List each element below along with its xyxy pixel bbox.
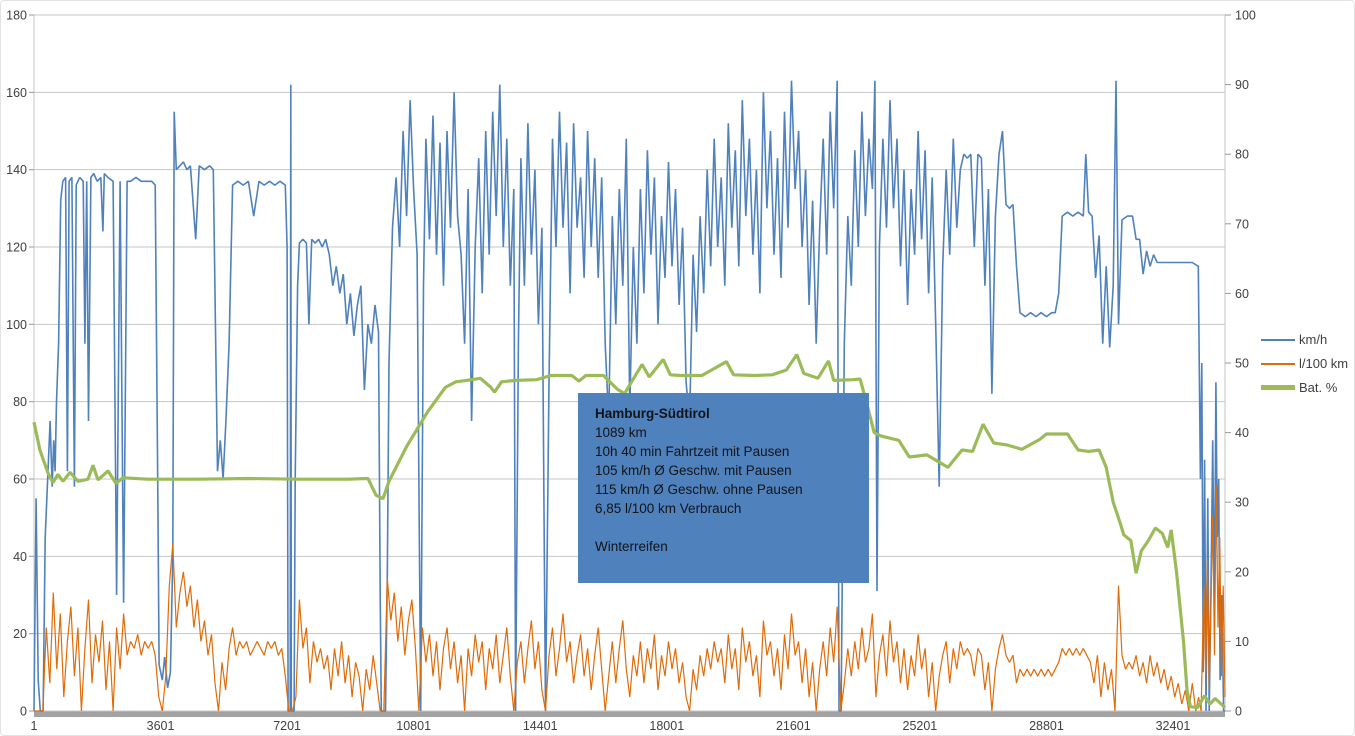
x-axis-tick-label: 21601 bbox=[776, 719, 811, 733]
y-left-tick-label: 100 bbox=[6, 318, 27, 332]
trip-summary-blank-line bbox=[595, 518, 861, 537]
legend-swatch-l-per-100km-line-icon bbox=[1261, 362, 1295, 365]
legend-swatch-kmh-line-icon bbox=[1261, 338, 1295, 341]
trip-summary-avg-speed-without-pauses: 115 km/h Ø Geschw. ohne Pausen bbox=[595, 482, 803, 497]
series-line-km-h bbox=[33, 80, 1225, 712]
y-right-tick-label: 80 bbox=[1235, 148, 1249, 162]
legend-label-battery-percent: Bat. % bbox=[1299, 380, 1338, 395]
series-line-Bat- bbox=[32, 353, 1227, 710]
x-axis-tick-label: 3601 bbox=[147, 719, 175, 733]
legend-item-l-per-100km[interactable]: l/100 km bbox=[1261, 356, 1348, 371]
trip-summary-avg-speed-with-pauses: 105 km/h Ø Geschw. mit Pausen bbox=[595, 463, 792, 478]
x-axis-tick-label: 10801 bbox=[396, 719, 431, 733]
legend-label-l-per-100km: l/100 km bbox=[1299, 356, 1349, 371]
y-left-tick-label: 140 bbox=[6, 163, 27, 177]
y-left-tick-label: 160 bbox=[6, 86, 27, 100]
y-left-tick-label: 40 bbox=[13, 550, 27, 564]
legend-label-kmh: km/h bbox=[1299, 332, 1328, 347]
y-right-tick-label: 70 bbox=[1235, 217, 1249, 231]
x-axis-tick-label: 25201 bbox=[903, 719, 938, 733]
y-right-tick-label: 0 bbox=[1235, 705, 1242, 719]
series-line-l-100-km bbox=[34, 484, 1226, 712]
y-left-tick-label: 0 bbox=[20, 705, 27, 719]
trip-summary-consumption: 6,85 l/100 km Verbrauch bbox=[595, 501, 742, 516]
y-right-tick-label: 100 bbox=[1235, 9, 1256, 23]
x-axis-tick-label: 14401 bbox=[523, 719, 558, 733]
trip-summary-distance: 1089 km bbox=[595, 425, 647, 440]
x-axis-tick-label: 18001 bbox=[649, 719, 684, 733]
y-left-tick-label: 180 bbox=[6, 9, 27, 23]
x-axis-tick-label: 32401 bbox=[1156, 719, 1191, 733]
trip-summary-box[interactable]: Hamburg-Südtirol 1089 km 10h 40 min Fahr… bbox=[578, 393, 869, 583]
trip-summary-title: Hamburg-Südtirol bbox=[595, 406, 710, 421]
y-right-tick-label: 40 bbox=[1235, 426, 1249, 440]
legend-swatch-battery-line-icon bbox=[1261, 385, 1295, 390]
x-axis-tick-label: 28801 bbox=[1029, 719, 1064, 733]
x-axis-tick-label: 1 bbox=[31, 719, 38, 733]
y-right-tick-label: 10 bbox=[1235, 635, 1249, 649]
y-left-tick-label: 20 bbox=[13, 627, 27, 641]
y-right-tick-label: 60 bbox=[1235, 287, 1249, 301]
y-left-tick-label: 80 bbox=[13, 395, 27, 409]
y-right-tick-label: 90 bbox=[1235, 78, 1249, 92]
y-left-tick-label: 60 bbox=[13, 473, 27, 487]
legend-item-battery-percent[interactable]: Bat. % bbox=[1261, 380, 1348, 395]
x-axis-tick-label: 7201 bbox=[273, 719, 301, 733]
legend-item-kmh[interactable]: km/h bbox=[1261, 332, 1348, 347]
y-right-tick-label: 50 bbox=[1235, 357, 1249, 371]
chart-legend: km/h l/100 km Bat. % bbox=[1261, 332, 1348, 395]
y-right-tick-label: 20 bbox=[1235, 565, 1249, 579]
y-left-tick-label: 120 bbox=[6, 241, 27, 255]
trip-summary-tires: Winterreifen bbox=[595, 539, 668, 554]
y-right-tick-label: 30 bbox=[1235, 496, 1249, 510]
x-axis-band bbox=[34, 710, 1225, 717]
trip-summary-duration: 10h 40 min Fahrtzeit mit Pausen bbox=[595, 444, 790, 459]
